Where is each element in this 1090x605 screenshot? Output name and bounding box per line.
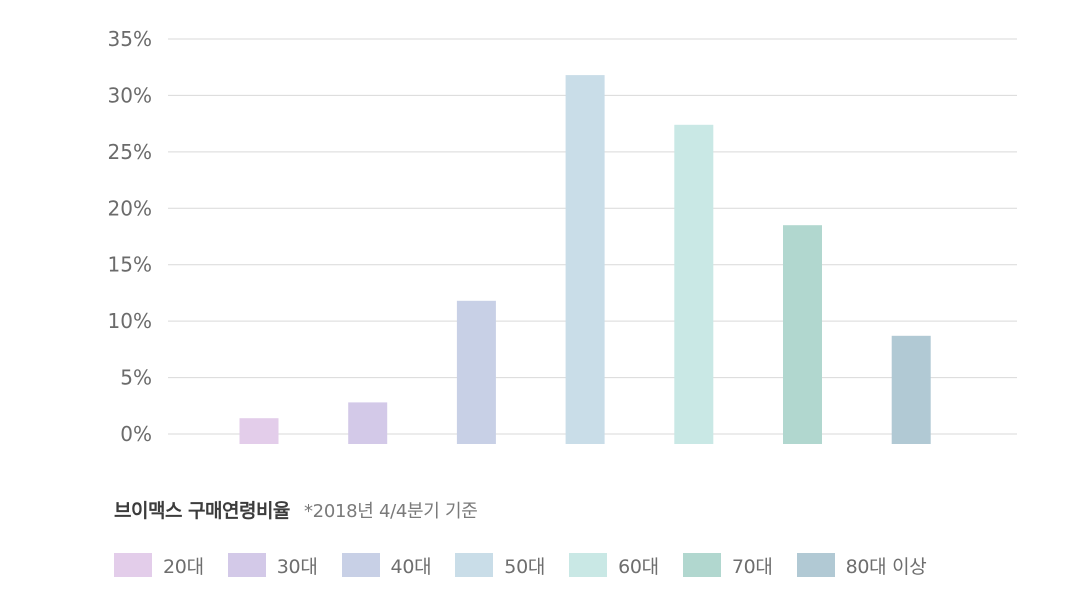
legend-swatch xyxy=(796,553,835,577)
legend-swatch xyxy=(455,553,494,577)
legend-item: 70대 xyxy=(682,552,773,579)
y-tick-label: 10% xyxy=(108,309,152,333)
chart-caption: 브이맥스 구매연령비율 *2018년 4/4분기 기준 xyxy=(114,496,478,523)
chart-note: *2018년 4/4분기 기준 xyxy=(303,501,478,522)
legend-item: 20대 xyxy=(114,552,204,579)
legend-swatch xyxy=(341,553,380,577)
legend-label: 80대 이상 xyxy=(845,555,927,578)
bar xyxy=(348,402,388,444)
legend-item: 40대 xyxy=(341,552,432,579)
bar xyxy=(456,300,496,444)
legend-label: 60대 xyxy=(618,555,659,578)
y-axis-ticks: 0% 5% 10% 15% 20% 25% 30% 35% xyxy=(108,27,152,446)
legend: 20대 30대 40대 50대 60대 70대 80대 이상 xyxy=(114,550,927,580)
y-tick-label: 25% xyxy=(108,140,152,164)
legend-swatch xyxy=(227,553,266,577)
legend-item: 80대 이상 xyxy=(796,552,927,579)
y-tick-label: 5% xyxy=(120,366,152,390)
bar xyxy=(891,335,931,444)
y-tick-label: 15% xyxy=(108,253,152,277)
y-tick-label: 35% xyxy=(108,27,152,51)
bars xyxy=(239,75,931,445)
y-tick-label: 30% xyxy=(108,83,152,107)
legend-swatch xyxy=(114,553,152,577)
legend-label: 40대 xyxy=(390,555,432,578)
legend-item: 60대 xyxy=(569,552,659,579)
bar xyxy=(674,124,714,445)
legend-item: 30대 xyxy=(227,552,318,579)
bar xyxy=(783,225,822,444)
legend-label: 30대 xyxy=(276,555,318,578)
legend-item: 50대 xyxy=(455,552,545,579)
bar-chart: 0% 5% 10% 15% 20% 25% 30% 35% xyxy=(108,27,1017,446)
bar xyxy=(565,75,605,444)
legend-label: 50대 xyxy=(504,555,546,578)
y-tick-label: 20% xyxy=(108,196,152,220)
legend-label: 70대 xyxy=(731,555,773,578)
bar xyxy=(239,418,279,444)
y-tick-label: 0% xyxy=(120,422,152,446)
chart-title: 브이맥스 구매연령비율 xyxy=(114,500,290,522)
legend-swatch xyxy=(682,553,721,577)
legend-label: 20대 xyxy=(163,555,204,578)
legend-swatch xyxy=(569,553,608,577)
